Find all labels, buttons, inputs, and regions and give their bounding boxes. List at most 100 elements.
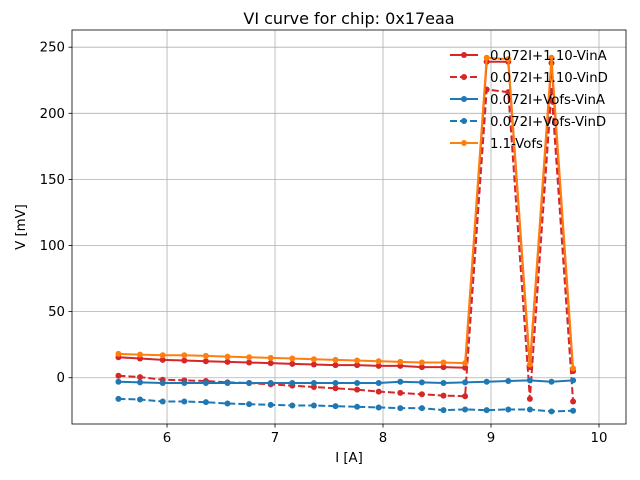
data-point — [440, 359, 447, 366]
series-0-072i-vofs-vind — [115, 395, 577, 415]
data-point — [440, 380, 447, 387]
series-0-072i-vofs-vina — [115, 377, 577, 387]
data-point — [397, 405, 404, 412]
data-point — [202, 399, 209, 406]
legend-marker — [461, 96, 467, 102]
series-line — [118, 379, 574, 385]
legend-label: 0.072I+1.10-VinA — [490, 49, 607, 64]
data-point — [202, 358, 209, 365]
x-tick-label: 9 — [487, 431, 495, 446]
y-axis-label: V [mV] — [14, 204, 29, 250]
data-point — [375, 362, 382, 369]
data-point — [440, 392, 447, 399]
legend-marker — [461, 140, 467, 146]
data-point — [181, 398, 188, 405]
data-point — [397, 378, 404, 385]
data-point — [332, 356, 339, 363]
data-point — [289, 355, 296, 362]
data-point — [115, 372, 122, 379]
data-point — [354, 386, 361, 393]
legend-label: 0.072I+Vofs-VinA — [490, 93, 605, 108]
chart-title: VI curve for chip: 0x17eaa — [243, 9, 454, 28]
y-tick-label: 100 — [40, 239, 65, 254]
legend-item: 1.1-Vofs — [450, 137, 543, 152]
data-point — [332, 362, 339, 369]
data-point — [354, 357, 361, 364]
data-point — [246, 401, 253, 408]
y-tick-label: 150 — [40, 173, 65, 188]
data-point — [418, 391, 425, 398]
data-point — [505, 56, 512, 63]
data-point — [224, 400, 231, 407]
data-point — [526, 361, 533, 368]
data-point — [332, 385, 339, 392]
data-point — [310, 402, 317, 409]
data-point — [137, 379, 144, 386]
data-point — [181, 380, 188, 387]
legend-label: 0.072I+Vofs-VinD — [490, 115, 606, 130]
data-point — [375, 380, 382, 387]
data-point — [137, 374, 144, 381]
legend-marker — [461, 118, 467, 124]
data-point — [115, 378, 122, 385]
data-point — [462, 393, 469, 400]
data-point — [202, 352, 209, 359]
legend-label: 1.1-Vofs — [490, 137, 543, 152]
data-point — [267, 354, 274, 361]
y-tick-label: 0 — [57, 371, 65, 386]
data-point — [181, 357, 188, 364]
plot-frame — [71, 29, 627, 425]
y-tick-label: 250 — [40, 41, 65, 56]
legend-marker — [461, 52, 467, 58]
series-line — [118, 397, 574, 413]
data-point — [159, 398, 166, 405]
data-point — [462, 406, 469, 413]
data-point — [354, 362, 361, 369]
legend-item: 0.072I+1.10-VinA — [450, 49, 607, 64]
series-1-1-vofs — [115, 54, 577, 372]
legend: 0.072I+1.10-VinA 0.072I+1.10-VinD 0.072I+V… — [450, 49, 608, 152]
legend-item: 0.072I+1.10-VinD — [450, 71, 608, 86]
data-point — [159, 352, 166, 359]
series-layer — [115, 54, 577, 415]
data-point — [137, 396, 144, 403]
data-point — [267, 360, 274, 367]
data-point — [289, 380, 296, 387]
legend-marker — [461, 74, 467, 80]
y-tick-label: 200 — [40, 107, 65, 122]
grid-layer — [72, 30, 626, 424]
data-point — [418, 364, 425, 371]
data-point — [462, 379, 469, 386]
data-point — [332, 380, 339, 387]
data-point — [418, 379, 425, 386]
data-point — [397, 358, 404, 365]
x-axis-label: I [A] — [335, 451, 363, 466]
data-point — [181, 352, 188, 359]
data-point — [224, 380, 231, 387]
data-point — [526, 406, 533, 413]
data-point — [159, 356, 166, 363]
data-point — [418, 359, 425, 366]
legend-item: 0.072I+Vofs-VinA — [450, 93, 605, 108]
x-tick-label: 7 — [271, 431, 279, 446]
data-point — [246, 359, 253, 366]
data-point — [375, 358, 382, 365]
data-point — [462, 360, 469, 367]
data-point — [570, 398, 577, 405]
data-point — [310, 361, 317, 368]
data-point — [375, 404, 382, 411]
x-tick-label: 6 — [163, 431, 171, 446]
data-point — [224, 358, 231, 365]
data-point — [267, 380, 274, 387]
data-point — [397, 389, 404, 396]
data-point — [548, 378, 555, 385]
data-point — [440, 364, 447, 371]
legend-label: 0.072I+1.10-VinD — [490, 71, 608, 86]
data-point — [570, 365, 577, 372]
data-point — [310, 380, 317, 387]
series-line — [118, 88, 575, 402]
data-point — [418, 405, 425, 412]
data-point — [310, 356, 317, 363]
y-tick-label: 50 — [48, 305, 65, 320]
